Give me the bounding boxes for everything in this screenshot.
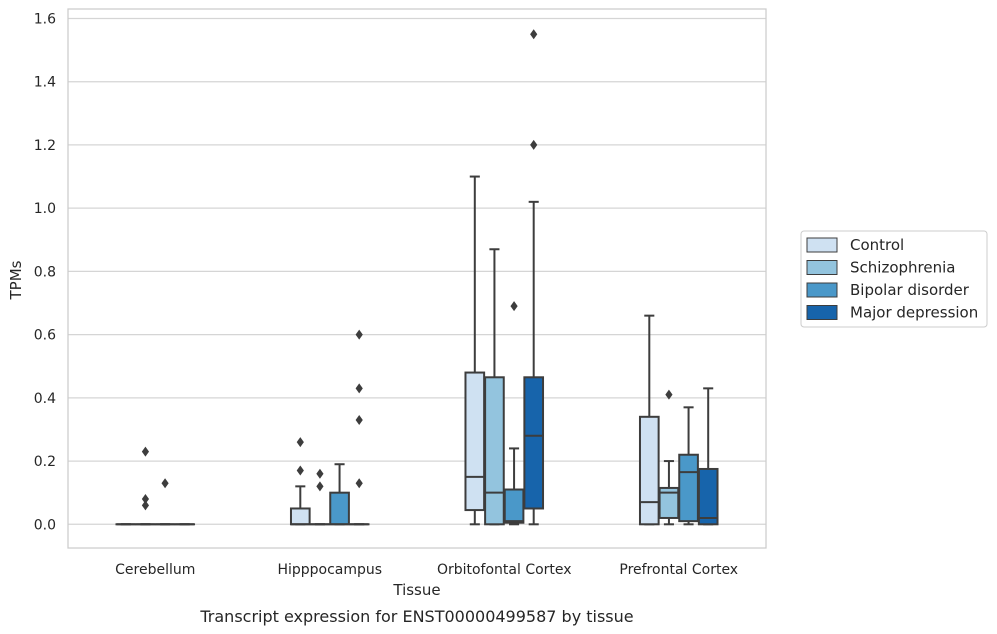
box-control xyxy=(638,314,660,526)
legend-label: Major depression xyxy=(850,304,978,322)
box-body xyxy=(464,371,486,512)
legend-swatch xyxy=(806,305,838,320)
figure-caption: Transcript expression for ENST0000049958… xyxy=(199,607,633,626)
x-tick-label: Cerebellum xyxy=(115,562,195,578)
outlier-point xyxy=(316,468,324,479)
legend: Control Schizophrenia Bipolar disorder Majo… xyxy=(800,230,988,328)
outlier-point xyxy=(355,414,363,425)
outlier-point xyxy=(355,383,363,394)
box-body xyxy=(638,415,660,526)
box-body xyxy=(523,376,545,510)
outlier-point xyxy=(141,446,150,457)
box-major-depression xyxy=(697,387,719,526)
outlier-point xyxy=(355,329,363,340)
plot-frame xyxy=(67,8,767,549)
x-tick-label: Orbitofontal Cortex xyxy=(437,562,572,578)
outlier-point xyxy=(530,29,538,40)
legend-swatch xyxy=(806,282,838,298)
legend-label: Bipolar disorder xyxy=(850,281,970,299)
box-body xyxy=(484,376,505,526)
box-body xyxy=(329,491,350,526)
box-bipolar-disorder xyxy=(329,463,350,526)
y-tick-label: 0.8 xyxy=(34,264,56,280)
box-major-depression xyxy=(523,29,545,526)
x-tick-label: Prefrontal Cortex xyxy=(619,562,738,578)
y-axis-title: TPMs xyxy=(7,260,25,300)
boxes xyxy=(115,29,719,526)
x-tick-label: Hipppocampus xyxy=(277,562,382,578)
outlier-point xyxy=(141,500,150,511)
y-tick-label: 1.0 xyxy=(34,201,56,217)
outlier-point xyxy=(316,481,324,492)
outlier-point xyxy=(510,301,518,312)
y-tick-label: 0.0 xyxy=(34,517,56,533)
legend-swatch xyxy=(806,260,838,275)
box-schizophrenia xyxy=(658,389,680,526)
legend-swatch xyxy=(806,237,838,253)
y-tick-label: 1.2 xyxy=(34,138,56,154)
box-schizophrenia xyxy=(484,248,505,526)
box-body xyxy=(503,488,525,524)
box-major-depression xyxy=(348,329,370,526)
y-tick-label: 0.6 xyxy=(34,328,56,344)
y-tick-label: 1.4 xyxy=(34,75,56,91)
box-bipolar-disorder xyxy=(154,478,176,526)
box-control xyxy=(289,437,311,526)
x-tick-labels: Cerebellum Hipppocampus Orbitofontal Corte… xyxy=(115,562,738,578)
gridlines xyxy=(68,17,766,525)
box-control xyxy=(464,175,486,526)
y-tick-labels: 0.0 0.2 0.4 0.6 0.8 1.0 1.2 1.4 1.6 xyxy=(34,11,56,533)
y-tick-label: 0.4 xyxy=(34,391,56,407)
x-axis-title: Tissue xyxy=(392,581,440,599)
outlier-point xyxy=(530,139,538,150)
y-tick-label: 0.2 xyxy=(34,454,56,470)
legend-label: Control xyxy=(850,236,904,254)
outlier-point xyxy=(665,389,673,400)
outlier-point xyxy=(141,494,150,504)
legend-label: Schizophrenia xyxy=(850,259,955,277)
outlier-point xyxy=(296,437,304,448)
outlier-point xyxy=(355,478,363,489)
box-body xyxy=(697,467,719,526)
box-schizophrenia xyxy=(135,446,156,526)
box-bipolar-disorder xyxy=(678,406,699,526)
y-tick-label: 1.6 xyxy=(34,11,56,27)
box-schizophrenia xyxy=(309,468,331,526)
legend-frame xyxy=(800,230,988,328)
outlier-point xyxy=(161,478,169,489)
box-bipolar-disorder xyxy=(503,301,525,526)
outlier-point xyxy=(296,465,304,476)
box-body xyxy=(289,507,311,526)
box-body xyxy=(678,453,699,523)
